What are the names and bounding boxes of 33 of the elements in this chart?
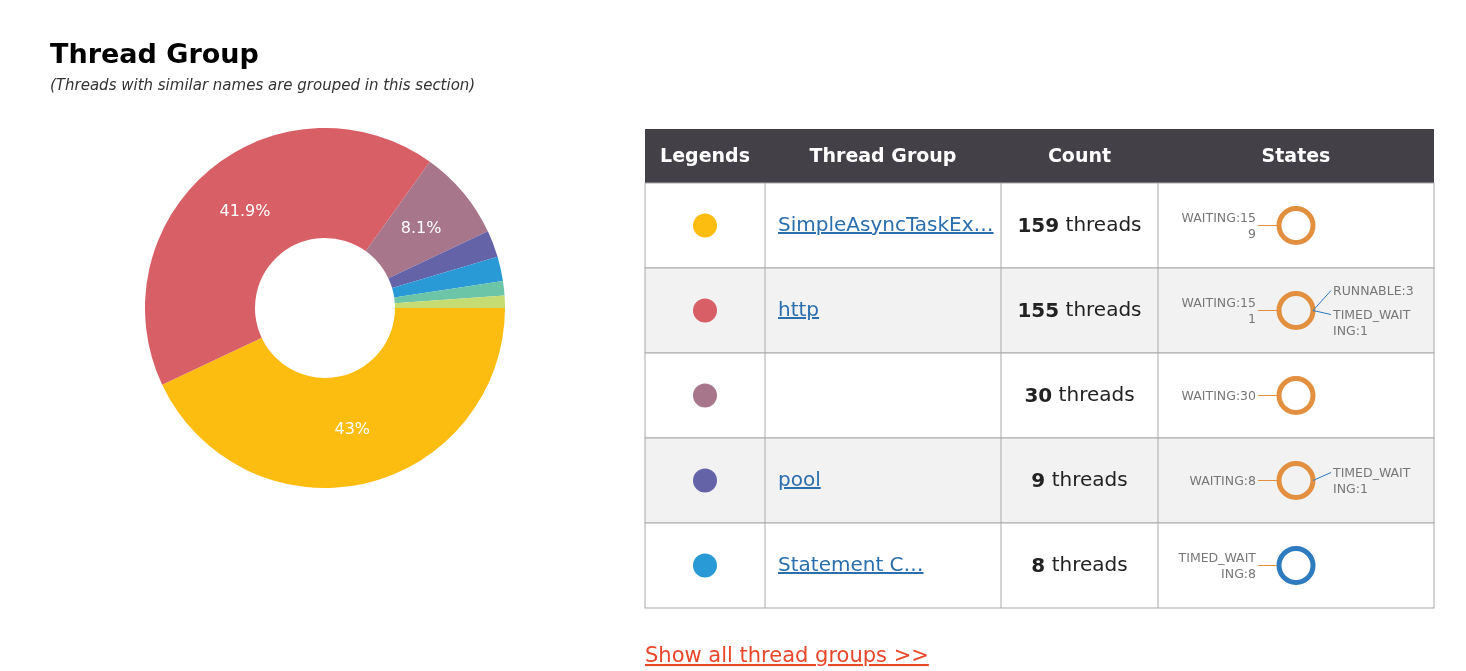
text: TIMED_WAITING:1 xyxy=(1332,464,1411,495)
text: WAITING:30 xyxy=(1181,387,1257,402)
donut-slice xyxy=(394,280,505,304)
donut-slice xyxy=(365,161,488,279)
text: States xyxy=(1261,143,1331,166)
data-label: 43% xyxy=(334,419,371,439)
text: TIMED_WAITING:1 xyxy=(1332,306,1411,337)
text: WAITING:159 xyxy=(1181,209,1257,240)
text: Legends xyxy=(660,143,750,166)
chart-subtitle: (Threads with similar names are grouped in this section) xyxy=(50,76,476,94)
category-label: SimpleAsyncTaskEx… xyxy=(778,212,994,236)
category-label: pool xyxy=(778,467,821,491)
text: WAITING:8 xyxy=(1189,472,1257,487)
category-label: http xyxy=(778,297,820,321)
data-label: 159 threads xyxy=(1017,212,1142,236)
donut-slice xyxy=(388,231,498,289)
data-label: 155 threads xyxy=(1017,297,1142,321)
data-label: 41.9% xyxy=(219,201,271,221)
data-label: 9 threads xyxy=(1031,467,1128,491)
text: Count xyxy=(1047,143,1112,166)
donut-slice xyxy=(392,256,503,298)
chart-title: Thread Group xyxy=(50,38,259,69)
text: Thread Group xyxy=(809,143,957,166)
text: Show all thread groups >> xyxy=(645,643,929,667)
text: WAITING:151 xyxy=(1181,294,1256,325)
text: RUNNABLE:3 xyxy=(1333,282,1414,297)
data-label: 30 threads xyxy=(1024,382,1135,406)
donut-slice xyxy=(394,295,505,308)
donut-slice xyxy=(162,308,505,488)
data-label: 8.1% xyxy=(400,217,442,237)
text: TIMED_WAITING:8 xyxy=(1177,549,1257,580)
category-label: Statement C… xyxy=(778,552,924,576)
data-label: 8 threads xyxy=(1031,552,1128,576)
